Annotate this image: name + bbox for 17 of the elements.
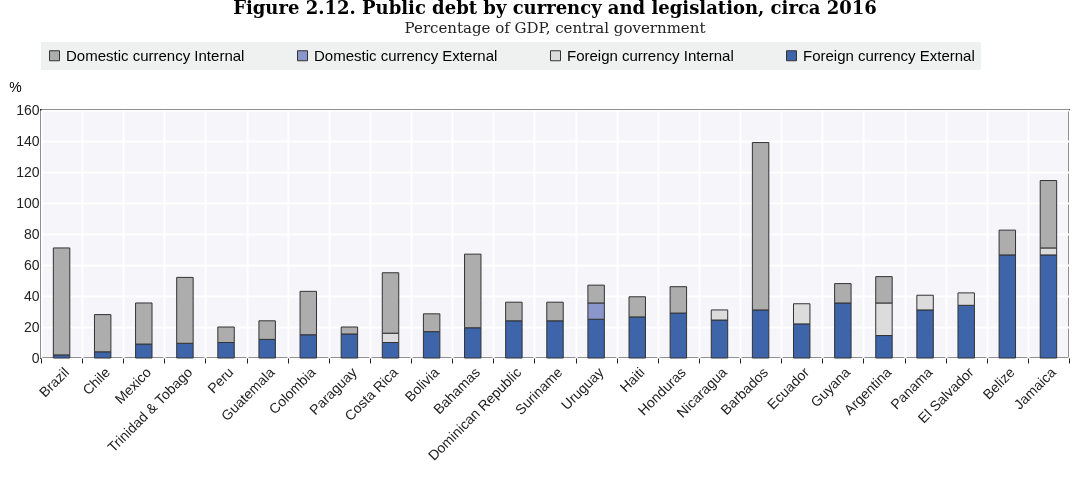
chart-title: Figure 2.12. Public debt by currency and legislation, circa 2016 [233, 0, 877, 18]
legend-label: Foreign currency External [803, 46, 975, 64]
y-tick-label: 40 [23, 287, 40, 304]
y-tick-label: 0 [31, 349, 40, 366]
y-axis-title: % [9, 78, 22, 95]
y-tick-label: 100 [16, 194, 40, 211]
y-tick-label: 60 [23, 256, 40, 273]
legend-label: Foreign currency Internal [567, 46, 734, 64]
y-tick-label: 160 [16, 101, 40, 118]
y-tick-label: 20 [23, 318, 40, 335]
chart-subtitle: Percentage of GDP, central government [404, 19, 706, 37]
legend-label: Domestic currency Internal [66, 46, 245, 64]
y-tick-label: 140 [16, 132, 40, 149]
y-tick-label: 80 [23, 225, 40, 242]
bar [52, 247, 71, 356]
legend-label: Domestic currency External [314, 46, 498, 64]
y-tick-label: 120 [16, 163, 40, 180]
